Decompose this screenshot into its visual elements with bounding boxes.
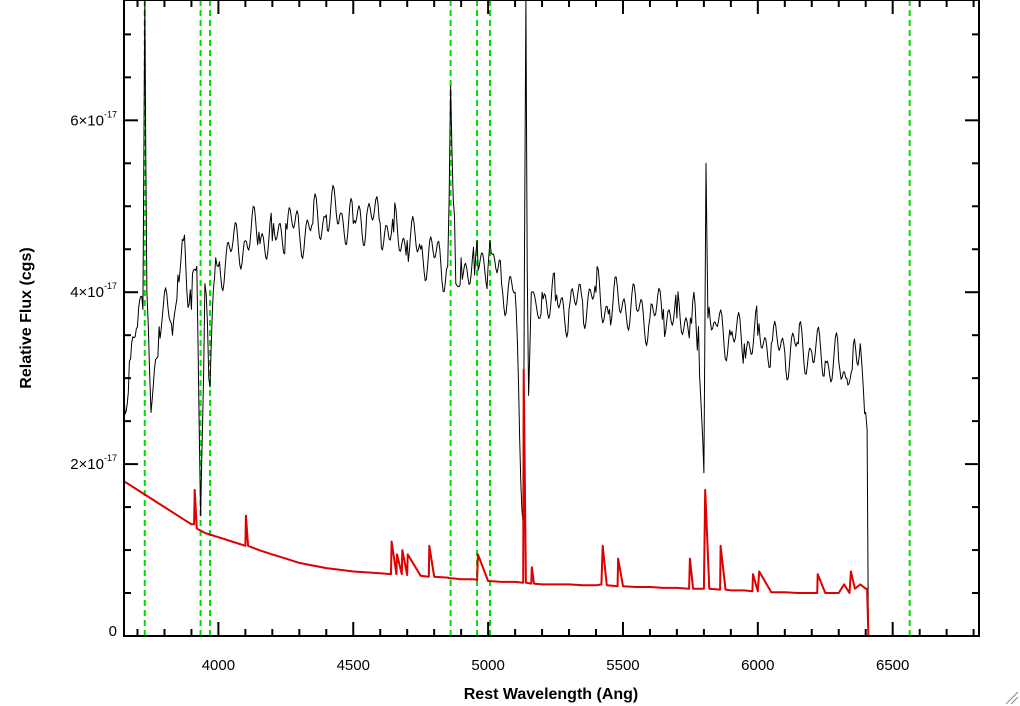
series-line-1 (123, 368, 979, 637)
x-axis-title: Rest Wavelength (Ang) (464, 686, 639, 703)
plot-background (124, 0, 979, 636)
y-tick-label: 2×10-17 (70, 453, 117, 473)
x-tick-labels: 4000 4500 5000 5500 6000 6500 (202, 657, 910, 674)
x-tick-label: 4000 (202, 657, 235, 674)
axis-ticks (124, 0, 979, 637)
resize-grip-icon[interactable] (1005, 691, 1019, 705)
y-tick-label: 4×10-17 (70, 281, 117, 301)
plot-frame (123, 0, 980, 637)
x-tick-label: 4500 (337, 657, 370, 674)
y-axis-title: Relative Flux (cgs) (18, 247, 35, 388)
x-tick-label: 5500 (606, 657, 639, 674)
x-tick-label: 5000 (471, 657, 504, 674)
series-layer (123, 0, 979, 637)
y-tick-label: 0 (109, 623, 117, 640)
series-line-0 (123, 0, 979, 637)
y-tick-labels: 0 2×10-17 4×10-17 6×10-17 (70, 109, 117, 640)
x-tick-label: 6000 (741, 657, 774, 674)
y-tick-label: 6×10-17 (70, 109, 117, 129)
x-tick-label: 6500 (876, 657, 909, 674)
